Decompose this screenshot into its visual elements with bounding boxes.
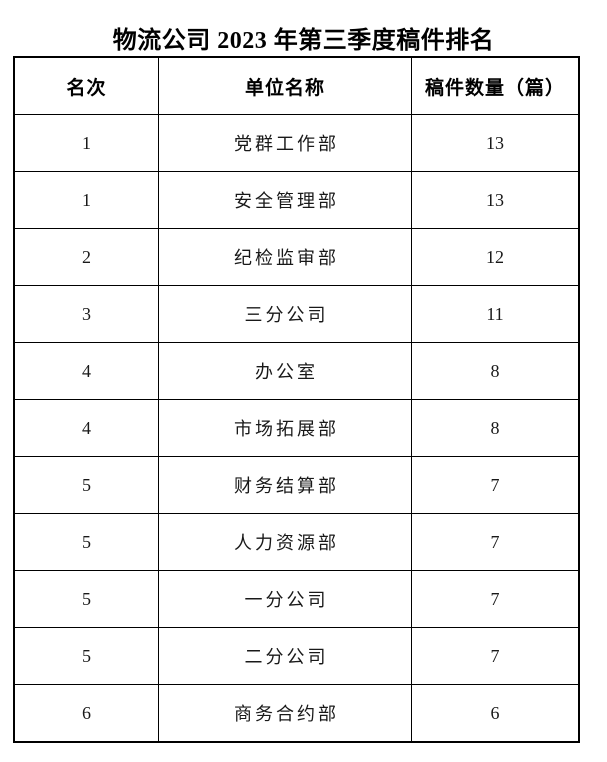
cell-unit-name: 纪检监审部 xyxy=(158,228,412,286)
cell-article-count: 7 xyxy=(411,513,579,571)
cell-article-count: 12 xyxy=(411,228,579,286)
cell-rank: 5 xyxy=(14,513,159,571)
cell-article-count: 13 xyxy=(411,114,579,172)
cell-article-count: 8 xyxy=(411,342,579,400)
table-row: 4 办公室 8 xyxy=(14,342,579,400)
table-body: 1 党群工作部 13 1 安全管理部 13 2 纪检监审部 12 3 三分公司 11 4 办公室 8 4 市场拓… xyxy=(14,114,579,742)
page-title: 物流公司 2023 年第三季度稿件排名 xyxy=(112,28,495,55)
cell-article-count: 11 xyxy=(411,285,579,343)
cell-rank: 6 xyxy=(14,684,159,742)
cell-rank: 2 xyxy=(14,228,159,286)
cell-unit-name: 人力资源部 xyxy=(158,513,412,571)
table-row: 5 财务结算部 7 xyxy=(14,456,579,514)
cell-unit-name: 二分公司 xyxy=(158,627,412,685)
table-row: 4 市场拓展部 8 xyxy=(14,399,579,457)
cell-rank: 1 xyxy=(14,171,159,229)
table-row: 2 纪检监审部 12 xyxy=(14,228,579,286)
cell-article-count: 6 xyxy=(411,684,579,742)
cell-rank: 5 xyxy=(14,570,159,628)
cell-unit-name: 三分公司 xyxy=(158,285,412,343)
cell-article-count: 8 xyxy=(411,399,579,457)
cell-unit-name: 党群工作部 xyxy=(158,114,412,172)
cell-unit-name: 一分公司 xyxy=(158,570,412,628)
cell-unit-name: 市场拓展部 xyxy=(158,399,412,457)
cell-rank: 3 xyxy=(14,285,159,343)
cell-article-count: 7 xyxy=(411,627,579,685)
column-header-article-count: 稿件数量（篇） xyxy=(411,57,579,115)
table-header-row: 名次 单位名称 稿件数量（篇） xyxy=(14,57,579,115)
cell-rank: 1 xyxy=(14,114,159,172)
table-row: 3 三分公司 11 xyxy=(14,285,579,343)
cell-article-count: 7 xyxy=(411,570,579,628)
cell-rank: 5 xyxy=(14,627,159,685)
table-row: 5 二分公司 7 xyxy=(14,627,579,685)
table-row: 5 人力资源部 7 xyxy=(14,513,579,571)
table-row: 1 安全管理部 13 xyxy=(14,171,579,229)
table-row: 1 党群工作部 13 xyxy=(14,114,579,172)
cell-unit-name: 办公室 xyxy=(158,342,412,400)
cell-unit-name: 商务合约部 xyxy=(158,684,412,742)
cell-article-count: 7 xyxy=(411,456,579,514)
cell-rank: 4 xyxy=(14,399,159,457)
cell-article-count: 13 xyxy=(411,171,579,229)
table-header: 名次 单位名称 稿件数量（篇） xyxy=(14,57,579,115)
cell-rank: 5 xyxy=(14,456,159,514)
column-header-rank: 名次 xyxy=(14,57,159,115)
cell-unit-name: 财务结算部 xyxy=(158,456,412,514)
cell-unit-name: 安全管理部 xyxy=(158,171,412,229)
ranking-table: 名次 单位名称 稿件数量（篇） 1 党群工作部 13 1 安全管理部 13 2 纪检监审部 12… xyxy=(13,56,580,743)
column-header-unit-name: 单位名称 xyxy=(158,57,412,115)
table-row: 6 商务合约部 6 xyxy=(14,684,579,742)
cell-rank: 4 xyxy=(14,342,159,400)
table-row: 5 一分公司 7 xyxy=(14,570,579,628)
